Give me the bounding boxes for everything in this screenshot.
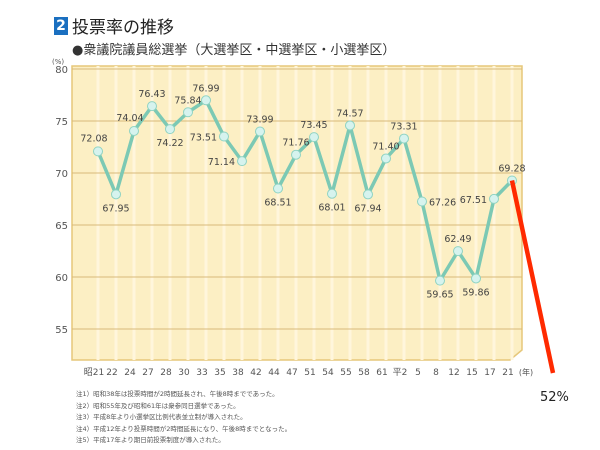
data-label: 74.57 — [336, 108, 363, 119]
data-label: 67.51 — [460, 195, 487, 206]
data-point — [435, 275, 445, 286]
x-tick-label: 28 — [160, 368, 172, 378]
x-tick-label: 昭21 — [84, 367, 104, 378]
x-tick-label: 15 — [466, 368, 477, 378]
data-point — [165, 124, 175, 135]
data-label: 59.65 — [426, 290, 453, 301]
y-tick-label: 70 — [55, 169, 68, 180]
data-label: 59.86 — [462, 287, 489, 298]
data-label: 68.01 — [318, 203, 345, 214]
data-point — [327, 188, 337, 199]
x-tick-label: 35 — [214, 368, 225, 378]
y-tick-label: 80 — [55, 65, 68, 76]
x-tick-label: 8 — [433, 368, 439, 378]
data-point — [93, 146, 103, 157]
data-point — [273, 183, 283, 194]
data-point — [237, 156, 247, 167]
data-point — [183, 107, 193, 118]
data-label: 62.49 — [444, 234, 471, 245]
annotation-line — [509, 180, 556, 374]
data-label: 73.51 — [190, 132, 217, 143]
data-label: 72.08 — [80, 133, 107, 144]
x-tick-label: 30 — [178, 368, 190, 378]
data-label: 71.76 — [282, 138, 309, 149]
data-point — [471, 273, 481, 284]
data-point — [417, 196, 427, 207]
note: 注1）昭和38年は投票時間が2時間延長され、午後8時までであった。 — [76, 390, 279, 398]
x-tick-label: 平2 — [393, 367, 408, 378]
data-point — [453, 246, 463, 257]
x-tick-label: 21 — [502, 368, 513, 378]
data-point — [129, 125, 139, 136]
x-tick-label: 47 — [286, 368, 297, 378]
x-tick-label: 22 — [106, 368, 117, 378]
data-point — [489, 193, 499, 204]
note: 注3）平成8年より小選挙区比例代表並立制が導入された。 — [76, 413, 247, 421]
data-label: 76.43 — [138, 89, 165, 100]
data-label: 71.14 — [208, 157, 235, 168]
x-tick-label: 24 — [124, 368, 136, 378]
notes: 注1）昭和38年は投票時間が2時間延長され、午後8時までであった。 注2）昭和5… — [76, 389, 291, 447]
x-tick-label: 55 — [340, 368, 351, 378]
x-tick-label: 17 — [484, 368, 495, 378]
data-label: 74.04 — [116, 113, 143, 124]
x-tick-label: 12 — [448, 368, 459, 378]
data-point — [255, 126, 265, 137]
data-point — [201, 95, 211, 106]
data-label: 67.94 — [354, 203, 381, 214]
note: 注4）平成12年より投票時間が2時間延長になり、午後8時までとなった。 — [76, 424, 292, 433]
data-label: 68.51 — [264, 197, 291, 208]
x-axis-label: (年) — [519, 367, 533, 377]
x-tick-label: 54 — [322, 368, 334, 378]
data-label: 75.84 — [174, 95, 201, 106]
data-label: 74.22 — [156, 138, 183, 149]
data-point — [363, 189, 373, 200]
data-label: 67.26 — [429, 197, 456, 208]
x-tick-label: 58 — [358, 368, 370, 378]
data-point — [345, 120, 355, 131]
annotation-label: 52% — [540, 390, 569, 405]
y-tick-label: 55 — [55, 325, 68, 336]
x-tick-label: 33 — [196, 368, 207, 378]
y-tick-label: 65 — [55, 221, 68, 232]
x-tick-label: 51 — [304, 368, 315, 378]
x-tick-label: 5 — [415, 368, 421, 378]
data-label: 71.40 — [372, 141, 399, 152]
y-axis-label: (%) — [52, 58, 64, 66]
data-point — [147, 101, 157, 112]
data-label: 73.99 — [246, 115, 273, 126]
note: 注5）平成17年より期日前投票制度が導入された。 — [76, 436, 225, 444]
data-label: 67.95 — [102, 203, 129, 214]
data-label: 76.99 — [192, 83, 219, 94]
x-tick-label: 42 — [250, 368, 261, 378]
data-label: 73.45 — [300, 120, 327, 131]
x-tick-label: 44 — [268, 368, 280, 378]
note: 注2）昭和55年及び昭和61年は衆参同日選挙であった。 — [76, 401, 240, 410]
data-label: 69.28 — [498, 163, 525, 174]
title-text: 投票率の推移 — [72, 18, 174, 38]
x-tick-label: 38 — [232, 368, 244, 378]
data-point — [111, 189, 121, 200]
data-point — [291, 149, 301, 160]
data-point — [381, 153, 391, 164]
chart-subtitle: ●衆議院議員総選挙（大選挙区・中選挙区・小選挙区） — [72, 43, 396, 58]
x-tick-label: 27 — [142, 368, 153, 378]
data-point — [309, 132, 319, 143]
data-label: 73.31 — [390, 122, 417, 133]
x-tick-label: 61 — [376, 368, 387, 378]
y-tick-label: 75 — [55, 117, 68, 128]
y-tick-label: 60 — [55, 273, 68, 284]
data-point — [399, 133, 409, 144]
data-point — [219, 131, 229, 142]
section-title: 2 投票率の推移 — [54, 13, 174, 38]
section-number: 2 — [54, 16, 68, 35]
